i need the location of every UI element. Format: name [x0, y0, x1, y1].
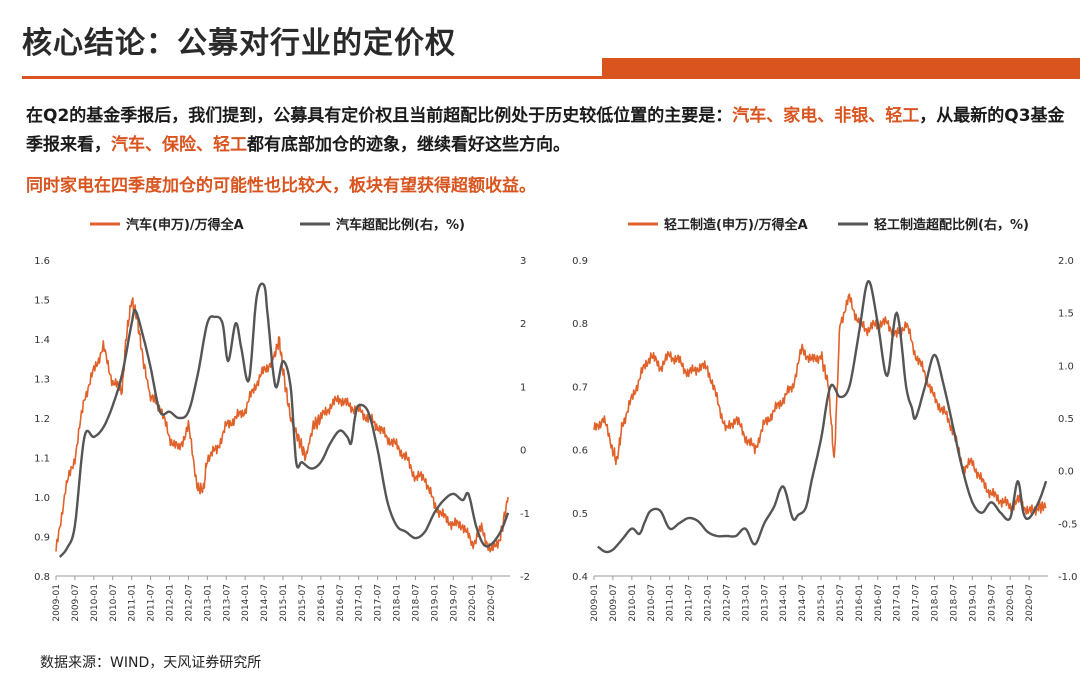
x-tick-label: 2012-07: [184, 584, 194, 622]
legend-label: 轻工制造超配比例(右，%): [874, 217, 1029, 233]
x-tick-label: 2011-07: [685, 584, 695, 622]
legend-label: 汽车超配比例(右，%): [336, 217, 465, 233]
source-note: 数据来源：WIND，天风证券研究所: [40, 655, 262, 671]
y-left-tick-label: 0.6: [572, 446, 588, 457]
x-tick-label: 2015-07: [836, 584, 846, 622]
x-tick-label: 2017-01: [355, 584, 365, 622]
y-right-tick-label: 3: [520, 256, 526, 267]
x-tick-label: 2020-01: [468, 584, 478, 622]
y-right-tick-label: 2.0: [1058, 256, 1074, 267]
summary-highlight-1: 汽车、家电、非银、轻工: [732, 106, 920, 126]
x-tick-label: 2017-07: [374, 584, 384, 622]
x-tick-label: 2014-07: [798, 584, 808, 622]
x-tick-label: 2016-07: [874, 584, 884, 622]
y-left-tick-label: 1.3: [34, 375, 50, 386]
x-tick-label: 2015-07: [298, 584, 308, 622]
x-tick-label: 2010-07: [109, 584, 119, 622]
x-tick-label: 2017-07: [912, 584, 922, 622]
x-tick-label: 2010-07: [647, 584, 657, 622]
series-line: [597, 279, 1048, 554]
x-tick-label: 2009-07: [609, 584, 619, 622]
y-right-tick-label: -1.0: [1058, 572, 1078, 583]
summary-paragraph: 在Q2的基金季报后，我们提到，公募具有定价权且当前超配比例处于历史较低位置的主要…: [26, 102, 1066, 160]
x-tick-label: 2012-01: [166, 584, 176, 622]
y-left-tick-label: 1.5: [34, 296, 50, 307]
series-line: [58, 282, 510, 558]
title-accent-bar: [602, 58, 1080, 79]
summary-text-3: 都有底部加仓的迹象，继续看好这些方向。: [247, 135, 570, 155]
x-tick-label: 2009-07: [71, 584, 81, 622]
x-tick-label: 2009-01: [52, 584, 62, 622]
y-right-tick-label: -0.5: [1058, 519, 1078, 530]
summary-highlight-2: 汽车、保险、轻工: [111, 135, 247, 155]
x-tick-label: 2014-07: [260, 584, 270, 622]
x-tick-label: 2011-07: [147, 584, 157, 622]
y-right-tick-label: 1.5: [1058, 309, 1074, 320]
x-tick-label: 2016-01: [317, 584, 327, 622]
y-left-tick-label: 1.6: [34, 256, 50, 267]
y-right-tick-label: -1: [520, 509, 530, 520]
y-right-tick-label: 0.5: [1058, 414, 1074, 425]
x-tick-label: 2015-01: [279, 584, 289, 622]
x-tick-label: 2012-07: [722, 584, 732, 622]
series-line: [55, 297, 509, 553]
y-right-tick-label: 0.0: [1058, 467, 1074, 478]
x-tick-label: 2015-01: [817, 584, 827, 622]
y-right-tick-label: 1: [520, 382, 526, 393]
x-tick-label: 2018-07: [949, 584, 959, 622]
outlook-paragraph: 同时家电在四季度加仓的可能性也比较大，板块有望获得超额收益。: [26, 176, 536, 196]
x-tick-label: 2011-01: [128, 584, 138, 622]
x-tick-label: 2016-01: [855, 584, 865, 622]
x-tick-label: 2016-07: [336, 584, 346, 622]
x-tick-label: 2010-01: [628, 584, 638, 622]
y-left-tick-label: 0.9: [34, 533, 50, 544]
light-industry-chart: 轻工制造(申万)/万得全A 轻工制造超配比例(右，%) 0.4 0.5 0.6 0.7 0.…: [572, 217, 1078, 622]
x-tick-label: 2013-01: [203, 584, 213, 622]
x-tick-label: 2019-07: [449, 584, 459, 622]
x-tick-label: 2018-01: [931, 584, 941, 622]
y-left-tick-label: 0.8: [34, 572, 50, 583]
y-right-tick-label: 1.0: [1058, 361, 1074, 372]
y-left-tick-label: 0.7: [572, 382, 588, 393]
auto-chart: 汽车(申万)/万得全A 汽车超配比例(右，%) 0.8 0.9 1.0 1.1 1.2 1.3…: [34, 217, 530, 622]
x-tick-label: 2020-07: [487, 584, 497, 622]
legend-label: 汽车(申万)/万得全A: [126, 217, 244, 233]
x-tick-label: 2019-01: [968, 584, 978, 622]
summary-text-1: 在Q2的基金季报后，我们提到，公募具有定价权且当前超配比例处于历史较低位置的主要…: [26, 106, 733, 126]
y-left-tick-label: 0.9: [572, 256, 588, 267]
x-tick-label: 2009-01: [590, 584, 600, 622]
x-tick-label: 2017-01: [893, 584, 903, 622]
x-tick-label: 2018-01: [393, 584, 403, 622]
x-tick-label: 2019-01: [430, 584, 440, 622]
y-right-tick-label: 2: [520, 319, 526, 330]
page-title: 核心结论：公募对行业的定价权: [22, 26, 456, 61]
y-left-tick-label: 0.5: [572, 509, 588, 520]
x-tick-label: 2014-01: [241, 584, 251, 622]
y-left-tick-label: 1.2: [34, 414, 50, 425]
x-tick-label: 2013-07: [222, 584, 232, 622]
y-left-tick-label: 1.0: [34, 493, 50, 504]
y-left-tick-label: 0.8: [572, 319, 588, 330]
x-tick-label: 2010-01: [90, 584, 100, 622]
x-tick-label: 2012-01: [704, 584, 714, 622]
y-right-tick-label: -2: [520, 572, 530, 583]
x-tick-label: 2020-07: [1025, 584, 1035, 622]
y-left-tick-label: 1.4: [34, 335, 50, 346]
y-left-tick-label: 0.4: [572, 572, 588, 583]
legend-label: 轻工制造(申万)/万得全A: [664, 217, 808, 233]
x-tick-label: 2019-07: [987, 584, 997, 622]
summary-text-2: ，从最新的Q3基金季报来看，: [26, 106, 1065, 155]
title-underline: [22, 76, 1080, 79]
x-tick-label: 2011-01: [666, 584, 676, 622]
x-tick-label: 2014-01: [779, 584, 789, 622]
x-tick-label: 2020-01: [1006, 584, 1016, 622]
y-right-tick-label: 0: [520, 446, 526, 457]
x-tick-label: 2013-07: [760, 584, 770, 622]
series-line: [593, 293, 1047, 516]
x-tick-label: 2018-07: [411, 584, 421, 622]
x-tick-label: 2013-01: [741, 584, 751, 622]
y-left-tick-label: 1.1: [34, 454, 50, 465]
